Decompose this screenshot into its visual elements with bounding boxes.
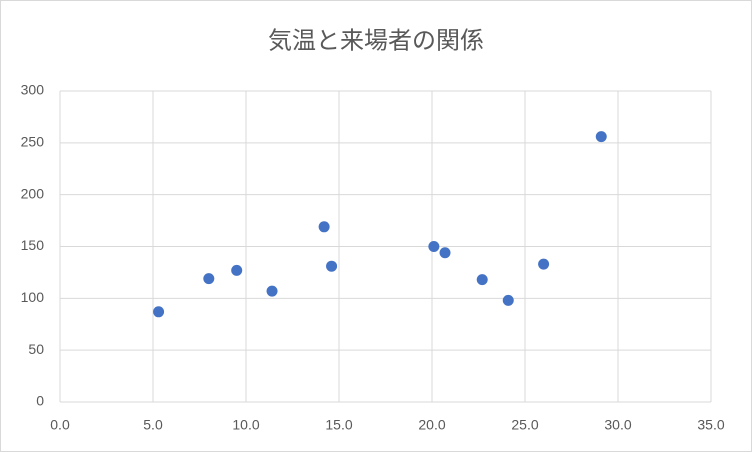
point	[326, 260, 338, 272]
point	[231, 264, 243, 276]
x-tick-label: 30.0	[604, 417, 631, 433]
point	[439, 247, 451, 259]
x-tick-label: 25.0	[511, 417, 538, 433]
point	[428, 241, 440, 252]
y-tick-label: 100	[21, 289, 45, 305]
point	[476, 274, 488, 286]
point	[318, 221, 330, 233]
x-tick-label: 35.0	[697, 417, 724, 433]
point	[538, 258, 550, 270]
x-tick-label: 15.0	[325, 417, 352, 433]
point	[595, 131, 607, 143]
point	[203, 273, 215, 285]
y-tick-label: 300	[21, 82, 45, 98]
y-tick-label: 200	[21, 185, 45, 201]
y-tick-label: 250	[21, 134, 45, 150]
y-tick-label: 0	[36, 393, 44, 409]
x-tick-label: 20.0	[418, 417, 445, 433]
chart-title: 気温と来場者の関係	[268, 27, 484, 54]
x-tick-label: 0.0	[50, 417, 70, 433]
y-tick-label: 50	[28, 341, 44, 357]
point	[266, 285, 278, 297]
x-tick-label: 10.0	[232, 417, 259, 433]
y-tick-label: 150	[21, 237, 45, 253]
point	[153, 306, 165, 318]
point	[502, 294, 514, 306]
x-tick-label: 5.0	[143, 417, 163, 433]
